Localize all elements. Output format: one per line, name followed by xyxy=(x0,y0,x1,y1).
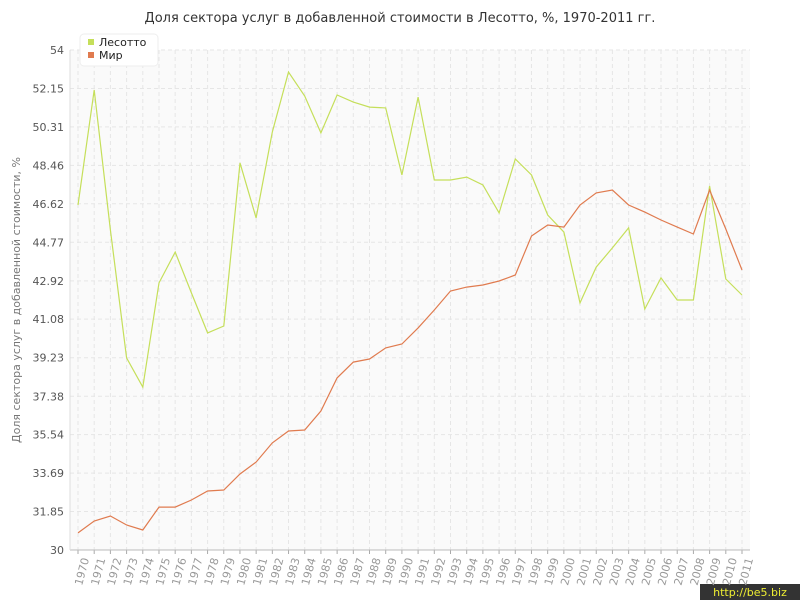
legend-swatch xyxy=(88,39,94,45)
plot-area xyxy=(70,50,750,550)
y-tick-label: 30 xyxy=(50,544,64,557)
y-tick-label: 33.69 xyxy=(33,467,65,480)
legend-label: Лесотто xyxy=(99,36,147,49)
y-tick-label: 48.46 xyxy=(33,159,65,172)
y-tick-label: 44.77 xyxy=(33,236,65,249)
legend-label: Мир xyxy=(99,49,123,62)
y-tick-label: 42.92 xyxy=(33,275,65,288)
y-tick-label: 50.31 xyxy=(33,121,65,134)
y-tick-label: 31.85 xyxy=(33,505,65,518)
y-tick-label: 41.08 xyxy=(33,313,65,326)
y-tick-label: 35.54 xyxy=(33,429,65,442)
y-tick-label: 46.62 xyxy=(33,198,65,211)
y-tick-label: 52.15 xyxy=(33,83,65,96)
legend-box xyxy=(79,33,159,67)
series-line xyxy=(77,70,743,389)
series-line xyxy=(77,188,743,534)
y-tick-label: 37.38 xyxy=(33,390,65,403)
chart-title: Доля сектора услуг в добавленной стоимос… xyxy=(145,11,656,26)
legend-swatch xyxy=(88,52,94,58)
watermark: http://be5.biz xyxy=(713,586,787,599)
watermark-bg xyxy=(700,584,800,600)
y-tick-label: 54 xyxy=(50,44,64,57)
y-axis-label: Доля сектора услуг в добавленной стоимос… xyxy=(10,157,23,443)
y-tick-label: 39.23 xyxy=(33,352,65,365)
